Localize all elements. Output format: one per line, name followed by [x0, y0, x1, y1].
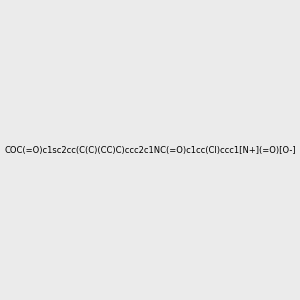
- Text: COC(=O)c1sc2cc(C(C)(CC)C)ccc2c1NC(=O)c1cc(Cl)ccc1[N+](=O)[O-]: COC(=O)c1sc2cc(C(C)(CC)C)ccc2c1NC(=O)c1c…: [4, 146, 296, 154]
